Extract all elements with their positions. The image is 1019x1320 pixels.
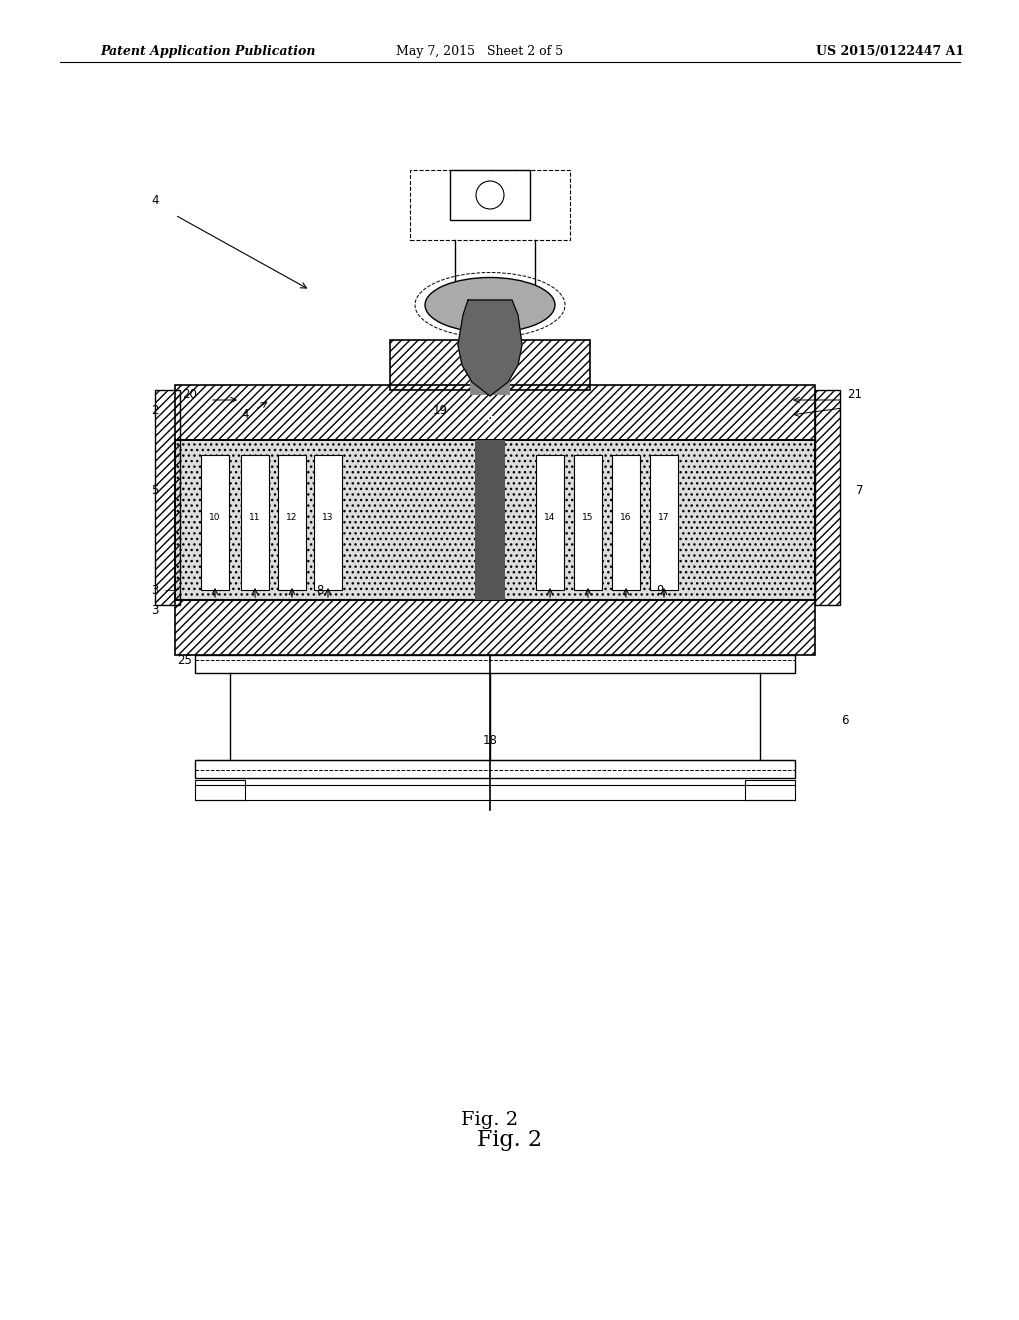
Bar (449, 170, 530, 220)
Text: 4: 4 (242, 408, 249, 421)
Text: 18: 18 (482, 734, 497, 747)
Text: May 7, 2015   Sheet 2 of 5: May 7, 2015 Sheet 2 of 5 (396, 45, 564, 58)
Bar (155, 389, 179, 605)
Bar (195, 780, 245, 800)
Text: 25: 25 (177, 653, 193, 667)
Text: 20: 20 (182, 388, 198, 401)
Text: 5: 5 (151, 483, 159, 496)
Bar (649, 455, 678, 590)
Text: 9: 9 (655, 583, 663, 597)
Text: Fig. 2: Fig. 2 (461, 1111, 518, 1129)
Bar (201, 455, 229, 590)
Text: 13: 13 (322, 512, 333, 521)
Text: 3: 3 (151, 583, 159, 597)
Text: 7: 7 (855, 483, 863, 496)
Bar (410, 170, 570, 240)
Bar (611, 455, 639, 590)
Polygon shape (458, 300, 522, 396)
Text: 4: 4 (151, 194, 159, 206)
Text: 3: 3 (151, 603, 159, 616)
Circle shape (476, 181, 503, 209)
Bar (195, 760, 794, 777)
Text: Fig. 2: Fig. 2 (477, 1129, 542, 1151)
Text: US 2015/0122447 A1: US 2015/0122447 A1 (815, 45, 963, 58)
Bar (175, 385, 814, 440)
Bar (195, 655, 794, 673)
Bar (535, 455, 564, 590)
Bar (240, 455, 269, 590)
Text: 10: 10 (209, 512, 220, 521)
Bar (744, 780, 794, 800)
Bar (470, 341, 510, 395)
Bar (175, 601, 814, 655)
Bar (389, 341, 589, 389)
Text: 11: 11 (249, 512, 261, 521)
Text: 9: 9 (485, 413, 493, 426)
Text: —: — (164, 585, 175, 595)
Bar (314, 455, 341, 590)
Bar (175, 440, 814, 601)
Text: 15: 15 (582, 512, 593, 521)
Text: 19: 19 (432, 404, 447, 417)
Text: 12: 12 (286, 512, 298, 521)
Text: 6: 6 (841, 714, 848, 726)
Text: 14: 14 (544, 512, 555, 521)
Text: 21: 21 (847, 388, 862, 401)
Bar (175, 440, 814, 601)
Bar (278, 455, 306, 590)
Bar (814, 389, 840, 605)
Text: 17: 17 (657, 512, 669, 521)
Bar (574, 455, 601, 590)
Ellipse shape (425, 277, 554, 333)
Text: 8: 8 (316, 583, 323, 597)
Text: Patent Application Publication: Patent Application Publication (100, 45, 315, 58)
Bar (475, 440, 504, 601)
Text: 2: 2 (151, 404, 159, 417)
Text: 16: 16 (620, 512, 631, 521)
